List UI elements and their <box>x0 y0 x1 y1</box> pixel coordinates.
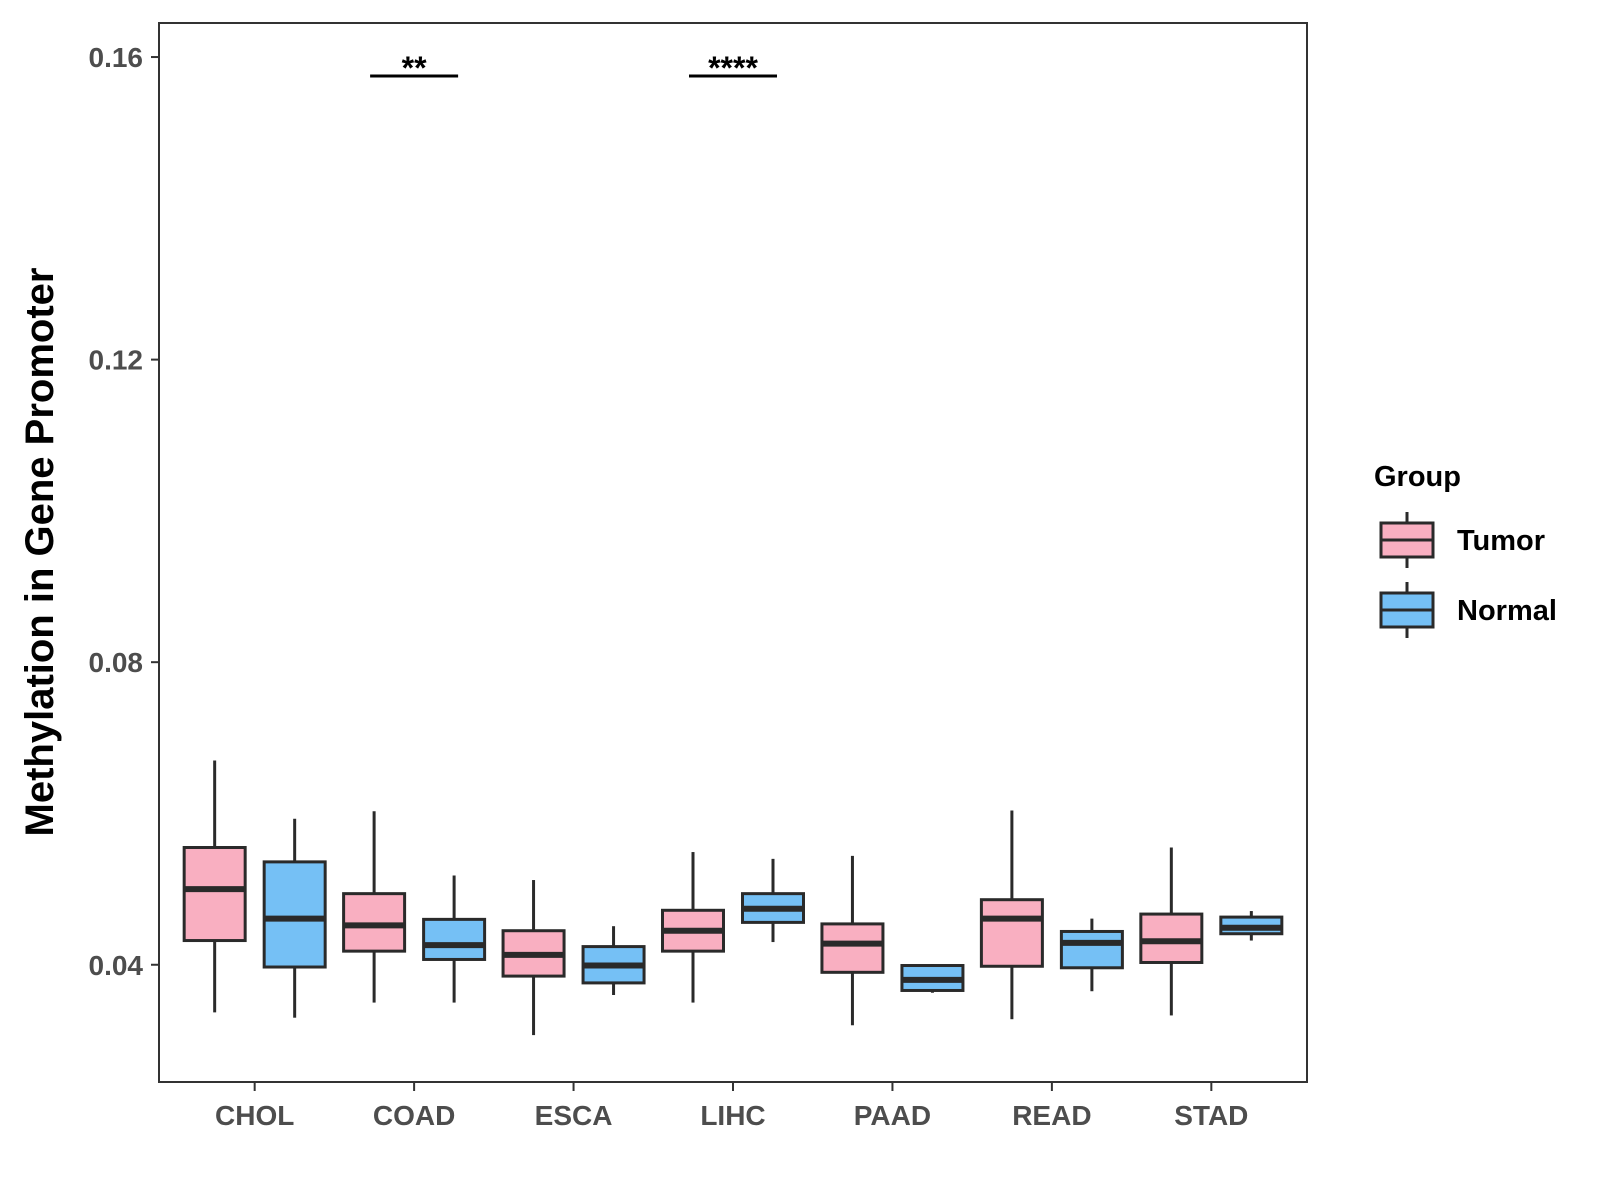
box-body <box>1059 929 1124 970</box>
legend-entry-tumor: Tumor <box>1379 512 1545 568</box>
box-tumor-coad <box>342 811 407 1003</box>
box-body <box>182 846 247 943</box>
box-body <box>342 892 407 953</box>
box-tumor-lihc <box>661 852 725 1003</box>
box-normal-paad <box>900 963 965 993</box>
box-tumor-stad <box>1139 847 1204 1016</box>
significance-label: **** <box>708 50 758 86</box>
y-axis: 0.04 0.08 0.12 0.16 <box>89 42 159 981</box>
x-tick-label: PAAD <box>854 1100 931 1131</box>
x-tick-label: ESCA <box>535 1100 613 1131</box>
box-tumor-chol <box>182 760 247 1013</box>
legend-label: Normal <box>1457 595 1557 627</box>
y-tick-label: 0.16 <box>89 42 144 73</box>
legend-entry-normal: Normal <box>1379 582 1557 638</box>
box-body <box>820 922 885 974</box>
legend-title: Group <box>1374 461 1461 493</box>
box-tumor-paad <box>820 855 885 1026</box>
box-normal-esca <box>581 926 646 996</box>
box-body <box>1139 912 1204 964</box>
box-body <box>262 860 327 969</box>
legend-entries: Tumor Normal <box>1379 512 1557 638</box>
box-body <box>422 917 487 961</box>
x-tick-label: STAD <box>1174 1100 1248 1131</box>
box-normal-lihc <box>741 858 805 943</box>
box-normal-stad <box>1219 911 1284 941</box>
boxes-layer <box>182 760 1284 1036</box>
legend: Group Tumor Normal <box>1374 461 1557 638</box>
box-tumor-esca <box>501 880 566 1036</box>
box-normal-coad <box>422 875 487 1003</box>
box-tumor-read <box>979 810 1044 1020</box>
y-tick-label: 0.12 <box>89 345 144 376</box>
significance-annotations: ** **** <box>370 50 777 86</box>
significance-label: ** <box>402 50 427 86</box>
x-tick-label: READ <box>1012 1100 1091 1131</box>
y-axis-title: Methylation in Gene Promoter <box>18 268 62 837</box>
x-tick-label: CHOL <box>215 1100 294 1131</box>
x-tick-label: LIHC <box>700 1100 765 1131</box>
x-tick-label: COAD <box>373 1100 455 1131</box>
box-normal-read <box>1059 918 1124 992</box>
x-axis: CHOL COAD ESCA LIHC PAAD READ STAD <box>215 1082 1248 1131</box>
box-body <box>979 898 1044 968</box>
y-tick-label: 0.04 <box>89 950 144 981</box>
box-normal-chol <box>262 818 327 1018</box>
legend-label: Tumor <box>1457 525 1545 557</box>
y-tick-label: 0.08 <box>89 647 144 678</box>
